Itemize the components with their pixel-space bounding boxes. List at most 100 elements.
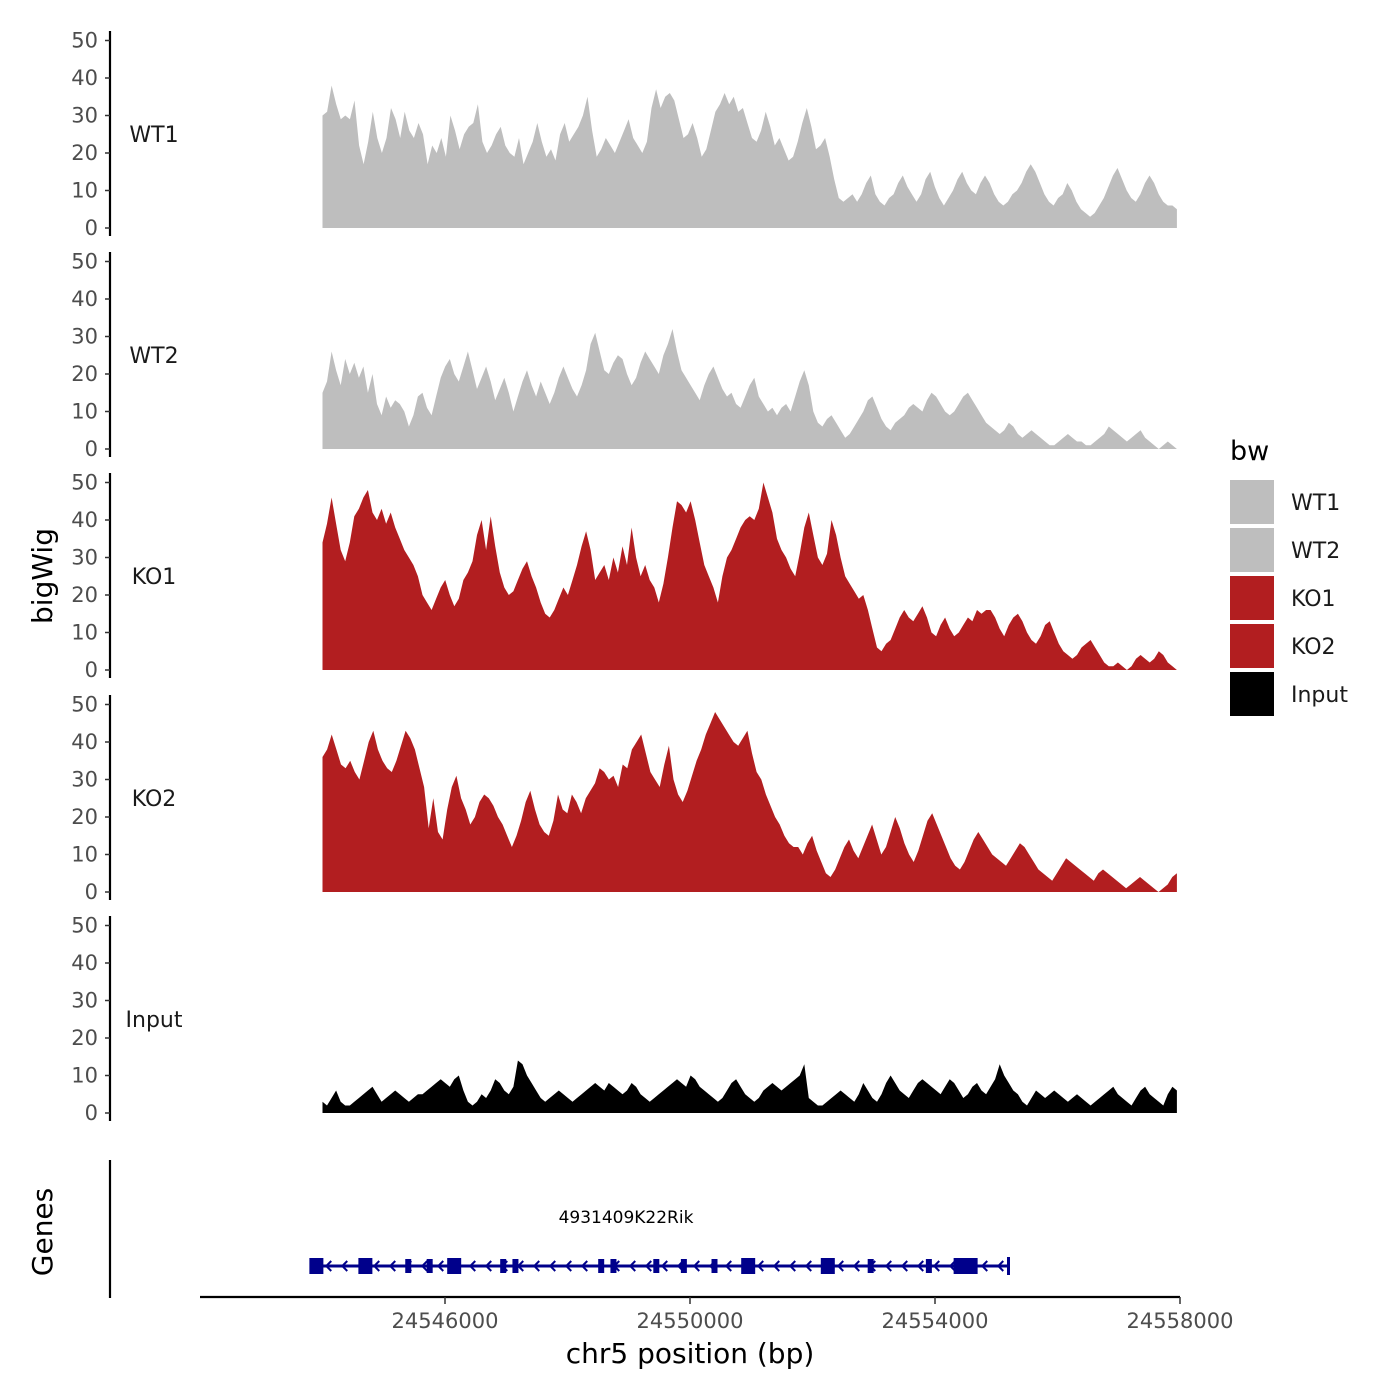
legend-label-ko1: KO1 bbox=[1291, 587, 1336, 612]
y-tick-label: 20 bbox=[71, 362, 98, 386]
strand-arrow-icon bbox=[388, 1260, 396, 1272]
strand-arrow-icon bbox=[564, 1260, 572, 1272]
strand-arrow-icon bbox=[916, 1260, 924, 1272]
strand-arrow-icon bbox=[724, 1260, 732, 1272]
strand-arrow-icon bbox=[852, 1260, 860, 1272]
gene-exon bbox=[405, 1259, 412, 1273]
strand-arrow-icon bbox=[420, 1260, 428, 1272]
area-wt1 bbox=[322, 85, 1177, 228]
gene-exon bbox=[309, 1258, 324, 1274]
track-label-ko2: KO2 bbox=[132, 787, 177, 812]
y-tick-label: 10 bbox=[71, 843, 98, 867]
genes-track: Genes 4931409K22Rik bbox=[26, 1160, 1010, 1298]
y-tick-label: 40 bbox=[71, 951, 98, 975]
gene-label: 4931409K22Rik bbox=[559, 1208, 694, 1228]
strand-arrow-icon bbox=[756, 1260, 764, 1272]
gene-exon bbox=[711, 1259, 718, 1273]
track-label-ko1: KO1 bbox=[132, 565, 177, 590]
legend: bw WT1 WT2 KO1 KO2 Input bbox=[1228, 436, 1348, 718]
y-tick-label: 30 bbox=[71, 104, 98, 128]
legend-key-ko2 bbox=[1228, 622, 1276, 670]
gene-exon bbox=[867, 1259, 874, 1273]
strand-arrow-icon bbox=[436, 1260, 444, 1272]
gene-exon bbox=[741, 1258, 756, 1274]
x-tick-label: 24558000 bbox=[1127, 1309, 1234, 1333]
y-tick-label: 50 bbox=[71, 693, 98, 717]
strand-arrow-icon bbox=[532, 1260, 540, 1272]
strand-arrow-icon bbox=[788, 1260, 796, 1272]
strand-arrow-icon bbox=[980, 1260, 988, 1272]
strand-arrow-icon bbox=[660, 1260, 668, 1272]
track-ko2: 0 10 20 30 40 50 KO2 bbox=[71, 693, 1177, 904]
strand-arrow-icon bbox=[836, 1260, 844, 1272]
y-tick-label: 10 bbox=[71, 400, 98, 424]
legend-title: bw bbox=[1230, 436, 1269, 467]
y-tick-label: 50 bbox=[71, 29, 98, 53]
strand-arrow-icon bbox=[804, 1260, 812, 1272]
track-label-wt2: WT2 bbox=[129, 344, 178, 369]
legend-label-wt1: WT1 bbox=[1291, 491, 1340, 516]
y-tick-label: 50 bbox=[71, 250, 98, 274]
legend-label-ko2: KO2 bbox=[1291, 635, 1336, 660]
y-tick-label: 40 bbox=[71, 287, 98, 311]
gene-exon bbox=[512, 1259, 519, 1273]
gene-exon bbox=[500, 1259, 507, 1273]
y-tick-label: 10 bbox=[71, 179, 98, 203]
y-tick-label: 0 bbox=[85, 880, 98, 904]
track-wt2: 0 10 20 30 40 50 WT2 bbox=[71, 250, 1177, 461]
area-ko1 bbox=[322, 482, 1177, 670]
gene-exon bbox=[653, 1259, 660, 1273]
gene-exon bbox=[358, 1258, 373, 1274]
track-label-wt1: WT1 bbox=[129, 123, 178, 148]
strand-arrow-icon bbox=[372, 1260, 380, 1272]
y-tick-label: 20 bbox=[71, 141, 98, 165]
y-tick-label: 30 bbox=[71, 768, 98, 792]
gene-exon bbox=[426, 1259, 433, 1273]
gene-exon bbox=[925, 1259, 932, 1273]
strand-arrow-icon bbox=[324, 1260, 332, 1272]
gene-exon bbox=[447, 1258, 462, 1274]
y-tick-label: 30 bbox=[71, 546, 98, 570]
strand-arrow-icon bbox=[580, 1260, 588, 1272]
strand-arrow-icon bbox=[772, 1260, 780, 1272]
legend-label-wt2: WT2 bbox=[1291, 539, 1340, 564]
strand-arrow-icon bbox=[628, 1260, 636, 1272]
gene-exon bbox=[953, 1258, 978, 1274]
track-input: 0 10 20 30 40 50 Input bbox=[71, 914, 1177, 1125]
area-input bbox=[322, 1060, 1177, 1113]
area-wt2 bbox=[322, 329, 1177, 449]
track-wt1: 0 10 20 30 40 50 WT1 bbox=[71, 29, 1177, 240]
strand-arrow-icon bbox=[692, 1260, 700, 1272]
legend-key-ko1 bbox=[1228, 574, 1276, 622]
y-tick-label: 20 bbox=[71, 1026, 98, 1050]
x-axis-title: chr5 position (bp) bbox=[566, 1337, 815, 1370]
x-tick-label: 24550000 bbox=[637, 1309, 744, 1333]
y-tick-label: 20 bbox=[71, 583, 98, 607]
strand-arrow-icon bbox=[340, 1260, 348, 1272]
y-tick-label: 0 bbox=[85, 658, 98, 682]
track-label-input: Input bbox=[126, 1008, 183, 1033]
y-axis-title: bigWig bbox=[26, 528, 59, 624]
strand-arrow-icon bbox=[484, 1260, 492, 1272]
y-tick-label: 0 bbox=[85, 1101, 98, 1125]
strand-arrow-icon bbox=[468, 1260, 476, 1272]
x-axis: chr5 position (bp) 24546000 24550000 24554… bbox=[200, 1295, 1234, 1370]
y-tick-label: 40 bbox=[71, 508, 98, 532]
gene-exon bbox=[598, 1259, 605, 1273]
y-tick-label: 10 bbox=[71, 1064, 98, 1088]
signal-tracks: 0 10 20 30 40 50 WT1 0 10 20 30 40 50 WT2 0 10 20 30 40 50 K… bbox=[71, 29, 1177, 1125]
legend-label-input: Input bbox=[1291, 683, 1348, 708]
strand-arrow-icon bbox=[644, 1260, 652, 1272]
y-tick-label: 50 bbox=[71, 914, 98, 938]
legend-key-input bbox=[1228, 670, 1276, 718]
track-ko1: 0 10 20 30 40 50 KO1 bbox=[71, 471, 1177, 682]
strand-arrow-icon bbox=[932, 1260, 940, 1272]
y-tick-label: 20 bbox=[71, 805, 98, 829]
strand-arrow-icon bbox=[548, 1260, 556, 1272]
gene-exon bbox=[680, 1259, 687, 1273]
y-tick-label: 30 bbox=[71, 989, 98, 1013]
y-tick-label: 40 bbox=[71, 66, 98, 90]
genes-axis-title: Genes bbox=[26, 1188, 59, 1276]
